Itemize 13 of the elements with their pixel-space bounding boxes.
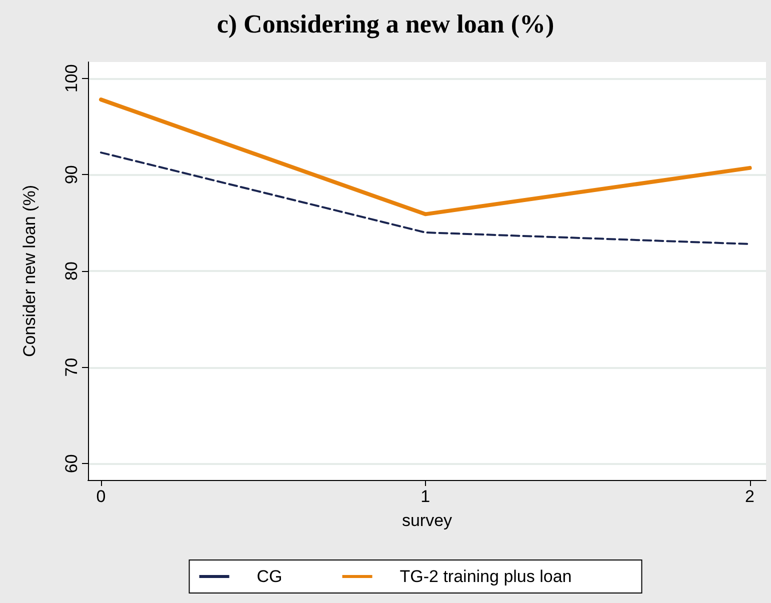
x-axis-title: survey xyxy=(402,511,453,530)
x-tick-label: 0 xyxy=(96,487,106,506)
x-tick-label: 2 xyxy=(745,487,755,506)
x-tick-label: 1 xyxy=(420,487,430,506)
legend-label: CG xyxy=(256,567,282,586)
y-tick-label: 100 xyxy=(62,64,81,93)
chart-title: c) Considering a new loan (%) xyxy=(216,10,554,38)
y-tick-label: 70 xyxy=(62,358,81,377)
y-tick-label: 60 xyxy=(62,454,81,474)
y-tick-label: 90 xyxy=(62,165,81,184)
y-tick-label: 80 xyxy=(62,262,81,280)
y-axis-title: Consider new loan (%) xyxy=(20,185,39,357)
legend-label: TG-2 training plus loan xyxy=(400,567,572,586)
